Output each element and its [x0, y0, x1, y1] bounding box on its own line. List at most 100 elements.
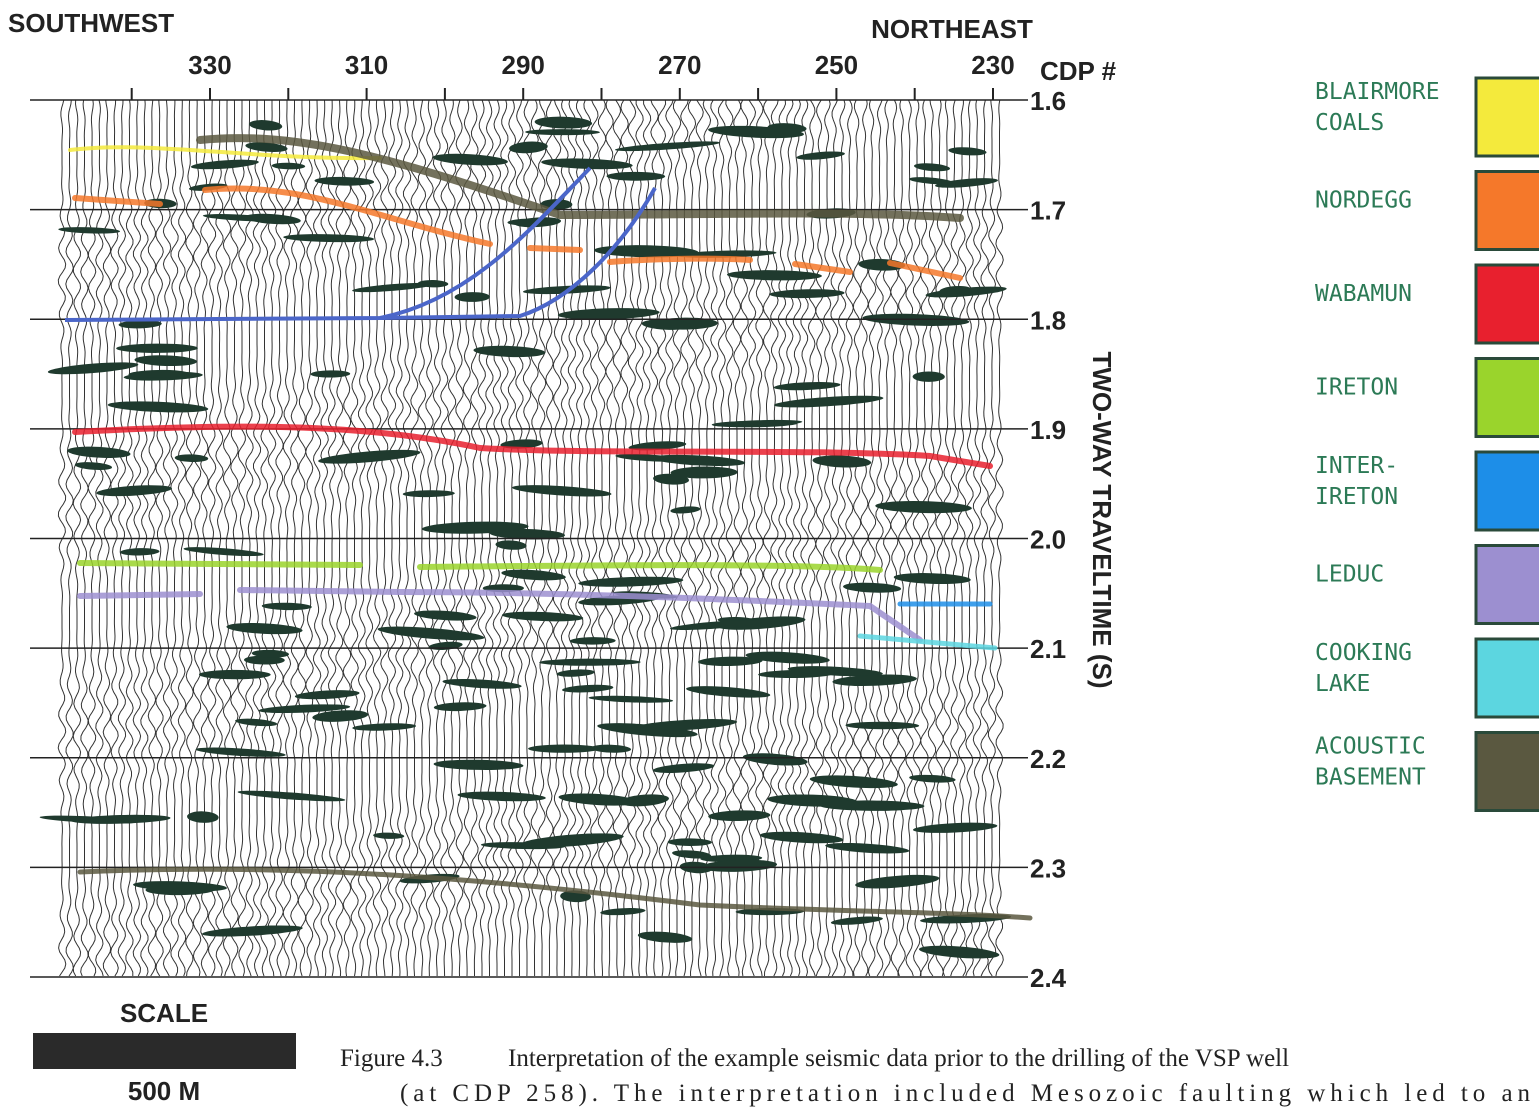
- scale-title: SCALE: [120, 998, 208, 1028]
- legend-swatch: [1474, 637, 1539, 719]
- legend-swatch: [1474, 731, 1539, 812]
- reflector: [107, 401, 209, 413]
- reflector: [558, 793, 639, 806]
- reflector: [913, 822, 998, 833]
- cdp-tick-label: 290: [502, 50, 545, 80]
- reflector: [925, 286, 1007, 298]
- reflector: [283, 234, 375, 243]
- legend-label: IRETON: [1315, 484, 1398, 510]
- reflector: [433, 759, 524, 771]
- left-label: SOUTHWEST: [8, 8, 174, 38]
- reflector: [457, 791, 546, 802]
- caption-line: Interpretation of the example seismic da…: [508, 1045, 1289, 1072]
- horizon: [857, 633, 998, 651]
- reflector: [312, 710, 369, 722]
- legend-label: COOKING: [1315, 640, 1412, 666]
- reflector: [855, 874, 940, 889]
- legend-label: LAKE: [1315, 671, 1370, 697]
- reflector: [258, 704, 351, 714]
- caption-line: (at CDP 258). The interpretation include…: [400, 1080, 1530, 1107]
- reflector: [672, 850, 712, 859]
- reflector: [759, 831, 844, 844]
- reflector: [271, 162, 306, 170]
- legend-swatch: [1474, 170, 1539, 251]
- reflector: [875, 500, 972, 514]
- fault: [379, 187, 657, 320]
- reflector: [421, 521, 529, 534]
- time-tick-label: 2.4: [1030, 963, 1067, 993]
- time-tick-label: 2.0: [1030, 525, 1066, 555]
- reflector: [261, 602, 312, 611]
- reflector: [767, 123, 807, 133]
- reflector: [352, 282, 434, 293]
- reflector: [843, 582, 902, 593]
- reflector: [243, 655, 285, 665]
- reflector: [918, 945, 1000, 959]
- horizon: [77, 587, 923, 643]
- reflector: [119, 548, 160, 556]
- scale-bar: [33, 1033, 296, 1069]
- reflector: [489, 528, 565, 540]
- time-tick-label: 1.6: [1030, 86, 1066, 116]
- reflector: [96, 485, 172, 497]
- reflector: [190, 159, 259, 170]
- horizon: [77, 560, 883, 573]
- reflector: [377, 626, 485, 641]
- reflector: [948, 147, 987, 156]
- reflector: [606, 171, 666, 181]
- reflector: [534, 116, 593, 129]
- reflector: [520, 833, 624, 848]
- time-tick-label: 1.8: [1030, 305, 1066, 335]
- reflector: [128, 369, 189, 378]
- reflector: [935, 178, 998, 188]
- reflector: [402, 490, 455, 498]
- time-tick-label: 1.7: [1030, 196, 1066, 226]
- reflector: [590, 744, 632, 753]
- legend-label: ACOUSTIC: [1315, 734, 1426, 760]
- reflector: [670, 466, 738, 479]
- legend-label: WABAMUN: [1315, 281, 1412, 307]
- reflector: [195, 747, 286, 757]
- reflector: [500, 439, 543, 449]
- reflector: [442, 679, 522, 689]
- reflector: [909, 774, 956, 783]
- reflector: [501, 569, 566, 581]
- reflector: [525, 129, 600, 136]
- legend-label: INTER-: [1315, 453, 1398, 479]
- reflector: [588, 695, 674, 703]
- reflector: [314, 176, 375, 186]
- reflector: [698, 656, 763, 666]
- horizon: [77, 866, 1033, 921]
- legend-label: LEDUC: [1315, 562, 1384, 588]
- reflector: [501, 611, 584, 622]
- reflector: [187, 811, 219, 823]
- reflector: [908, 177, 954, 185]
- time-tick-label: 1.9: [1030, 415, 1066, 445]
- reflector: [912, 371, 945, 382]
- reflector: [742, 753, 808, 766]
- reflector: [686, 686, 771, 698]
- cdp-tick-label: 230: [971, 50, 1014, 80]
- legend-swatch: [1474, 76, 1539, 158]
- reflector: [578, 576, 684, 587]
- reflector: [939, 285, 971, 294]
- reflector: [615, 453, 682, 462]
- seismic-section: [30, 88, 1033, 978]
- time-tick-label: 2.3: [1030, 853, 1066, 883]
- reflector: [433, 702, 487, 712]
- reflector: [670, 620, 764, 631]
- reflector: [726, 270, 822, 281]
- legend-swatch: [1474, 263, 1539, 345]
- reflector: [562, 684, 614, 693]
- cdp-tick-label: 270: [658, 50, 701, 80]
- reflector: [202, 925, 303, 937]
- cdp-label: CDP #: [1040, 56, 1117, 86]
- reflector: [58, 227, 121, 234]
- reflector: [198, 669, 271, 680]
- reflector: [310, 370, 351, 378]
- horizon: [72, 185, 963, 281]
- reflector: [226, 623, 303, 635]
- reflector: [652, 763, 715, 773]
- reflector: [667, 838, 713, 847]
